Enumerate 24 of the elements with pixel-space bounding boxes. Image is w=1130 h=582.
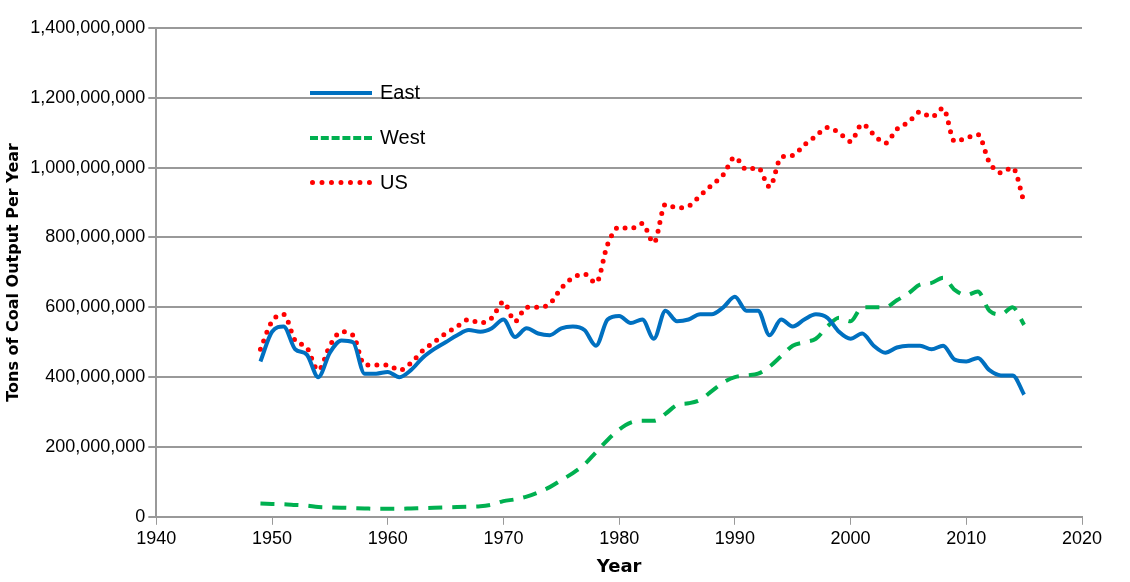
x-tick-label: 1950 <box>252 527 293 548</box>
x-tick-label: 1980 <box>599 527 640 548</box>
legend-label: West <box>380 126 426 149</box>
y-tick-label: 1,400,000,000 <box>30 16 146 37</box>
x-tick-label: 2020 <box>1061 527 1103 548</box>
x-tick-label: 2010 <box>946 527 987 548</box>
legend-label: East <box>380 81 421 104</box>
y-tick-label: 0 <box>135 505 146 526</box>
x-tick-label: 2000 <box>830 527 871 548</box>
legend-label: US <box>380 171 408 194</box>
y-tick-label: 1,200,000,000 <box>30 86 146 107</box>
y-tick-label: 400,000,000 <box>45 366 146 387</box>
x-tick-label: 1940 <box>136 527 177 548</box>
x-tick-label: 1970 <box>483 527 524 548</box>
line-series <box>258 275 1027 511</box>
x-tick-label: 1960 <box>367 527 408 548</box>
x-tick-label: 1990 <box>714 527 755 548</box>
x-axis-title: Year <box>595 554 642 576</box>
y-axis-title: Tons of Coal Output Per Year <box>2 142 22 402</box>
y-tick-label: 800,000,000 <box>45 226 146 247</box>
y-tick-label: 1,000,000,000 <box>30 156 146 177</box>
line-series <box>258 294 1027 397</box>
y-tick-label: 200,000,000 <box>45 435 146 456</box>
y-tick-label: 600,000,000 <box>45 296 146 317</box>
